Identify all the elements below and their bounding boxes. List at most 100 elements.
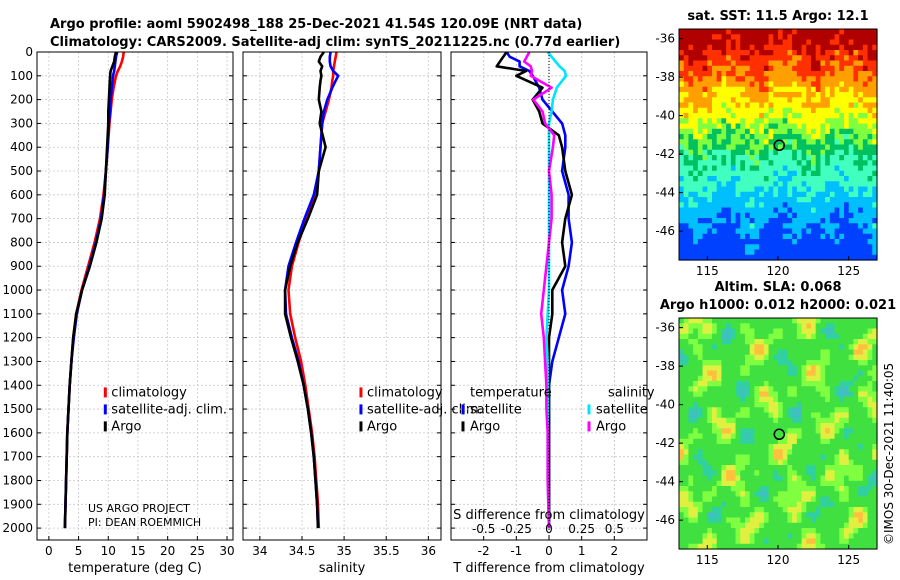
map-cell [768,92,774,98]
map-cell [740,438,746,445]
map-cell [693,92,699,98]
map-cell [806,423,812,429]
map-cell [702,449,708,456]
map-cell [726,517,732,524]
map-cell [806,144,812,151]
map-cell [740,365,746,372]
map-cell [820,507,826,513]
map-cell [754,50,760,56]
map-cell [829,186,836,193]
map-cell [749,155,756,161]
map-cell [721,197,727,203]
map-cell [806,239,812,245]
map-cell [707,491,713,498]
map-cell [787,538,793,545]
map-cell [858,344,864,351]
map-cell [773,465,779,471]
map-cell [688,207,694,214]
map-cell [759,228,765,235]
map-cell [867,44,873,51]
map-cell [858,417,864,424]
map-cell [773,34,779,41]
map-cell [853,386,859,393]
map-cell [768,486,774,492]
map-cell [806,412,812,419]
map-cell [702,44,708,51]
map-cell [820,92,826,98]
map-cell [773,228,779,235]
map-cell [754,155,760,161]
map-cell [815,39,822,46]
map-cell [858,412,864,419]
map-cell [782,29,789,35]
map-cell [735,76,741,83]
map-cell [844,507,850,513]
map-cell [721,449,727,456]
map-cell [844,212,850,219]
map-cell [683,475,690,482]
map-cell [811,533,817,540]
map-cell [867,512,873,519]
map-cell [735,97,741,104]
map-cell [697,396,704,403]
map-x-tick-label: 120 [767,553,790,567]
map-cell [707,76,713,83]
map-cell [683,128,690,135]
map-cell [759,344,765,351]
map-cell [796,486,803,492]
map-cell [872,339,878,345]
map-cell [806,370,812,377]
map-cell [768,433,774,440]
map-cell [768,244,774,251]
map-cell [707,191,713,198]
map-cell [707,160,713,167]
map-cell [745,339,751,345]
map-cell [726,459,732,466]
map-cell [782,402,789,408]
map-cell [726,212,732,219]
map-cell [702,207,708,214]
map-cell [806,328,812,335]
map-cell [806,92,812,98]
map-cell [759,60,765,67]
map-cell [815,29,822,35]
map-cell [716,365,723,372]
map-cell [782,354,789,361]
map-cell [778,39,784,46]
map-cell [872,34,878,41]
map-cell [815,349,822,356]
map-cell [716,470,723,477]
map-cell [712,97,718,104]
map-cell [721,181,727,188]
map-cell [872,223,878,230]
map-cell [730,202,737,209]
map-cell [693,65,699,72]
map-cell [839,65,845,72]
map-cell [778,107,784,114]
map-cell [716,212,723,219]
map-cell [848,417,855,424]
map-cell [712,465,718,471]
map-cell [782,86,789,93]
map-cell [787,86,793,93]
map-cell [707,149,713,156]
map-cell [839,491,845,498]
map-cell [712,113,718,119]
map-cell [829,528,836,534]
map-cell [787,433,793,440]
map-cell [806,44,812,51]
map-cell [787,318,793,324]
map-cell [693,218,699,224]
map-cell [801,233,807,240]
map-cell [721,97,727,104]
map-cell [697,86,704,93]
map-cell [792,444,798,450]
map-cell [726,29,732,35]
map-cell [740,491,746,498]
map-cell [806,444,812,450]
map-cell [829,475,836,482]
map-cell [825,365,831,372]
map-cell [858,386,864,393]
map-cell [697,375,704,382]
map-cell [844,202,850,209]
